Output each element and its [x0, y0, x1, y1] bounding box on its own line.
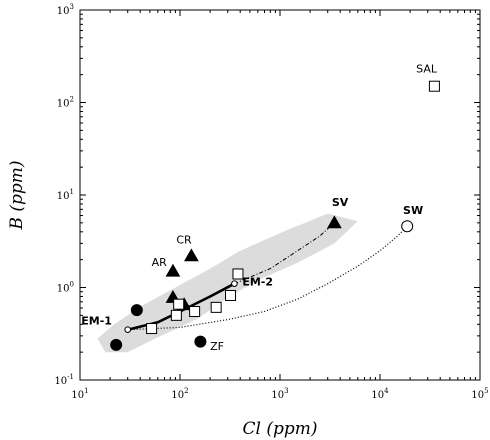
annotation-em-1: EM-1 — [81, 314, 112, 327]
x-tick-label: 103 — [271, 387, 288, 401]
annotation-zf: ZF — [210, 340, 224, 353]
data-point-circle-filled — [194, 335, 207, 348]
axis-ticks-layer — [79, 9, 481, 381]
y-tick-label: 102 — [57, 96, 74, 110]
data-point-square — [210, 301, 222, 313]
y-tick-label: 101 — [57, 188, 74, 202]
data-point-square — [189, 306, 201, 318]
annotations-layer: SAL SV SW CR AR EM-2 EM-1 ZF — [81, 63, 438, 353]
tick-labels-layer: 101 102 103 104 105 10-1 100 101 102 103 — [54, 3, 488, 401]
annotation-sv: SV — [332, 196, 349, 209]
data-point-square — [173, 298, 185, 310]
annotation-cr: CR — [176, 233, 192, 246]
data-point-square — [232, 268, 244, 280]
data-point-triangle — [165, 263, 181, 277]
x-axis-title: Cl (ppm) — [243, 419, 318, 439]
x-tick-label: 101 — [71, 387, 88, 401]
x-tick-label: 102 — [171, 387, 188, 401]
data-point-circle-open — [124, 326, 132, 333]
data-point-triangle — [327, 215, 342, 229]
annotation-ar: AR — [152, 256, 168, 269]
shaded-field — [97, 213, 358, 353]
shaded-field-layer — [97, 213, 358, 353]
y-tick-label: 100 — [57, 281, 74, 295]
annotation-sw: SW — [403, 204, 423, 217]
annotation-sal: SAL — [416, 63, 438, 76]
data-point-circle-open — [401, 220, 414, 233]
data-point-triangle — [184, 248, 199, 262]
data-point-circle-filled — [130, 304, 143, 317]
annotation-em-2: EM-2 — [242, 276, 273, 289]
x-tick-label: 105 — [471, 387, 488, 401]
y-tick-label: 103 — [57, 3, 74, 17]
x-tick-label: 104 — [371, 387, 389, 401]
data-point-square — [225, 289, 237, 301]
data-point-square — [428, 80, 440, 92]
y-tick-label: 10-1 — [54, 373, 74, 387]
data-point-square — [170, 309, 182, 321]
data-point-square — [146, 323, 158, 335]
data-point-circle-filled — [110, 338, 123, 351]
y-axis-title: B (ppm) — [7, 160, 27, 230]
data-point-circle-open — [231, 280, 238, 287]
markers-layer — [110, 80, 440, 351]
